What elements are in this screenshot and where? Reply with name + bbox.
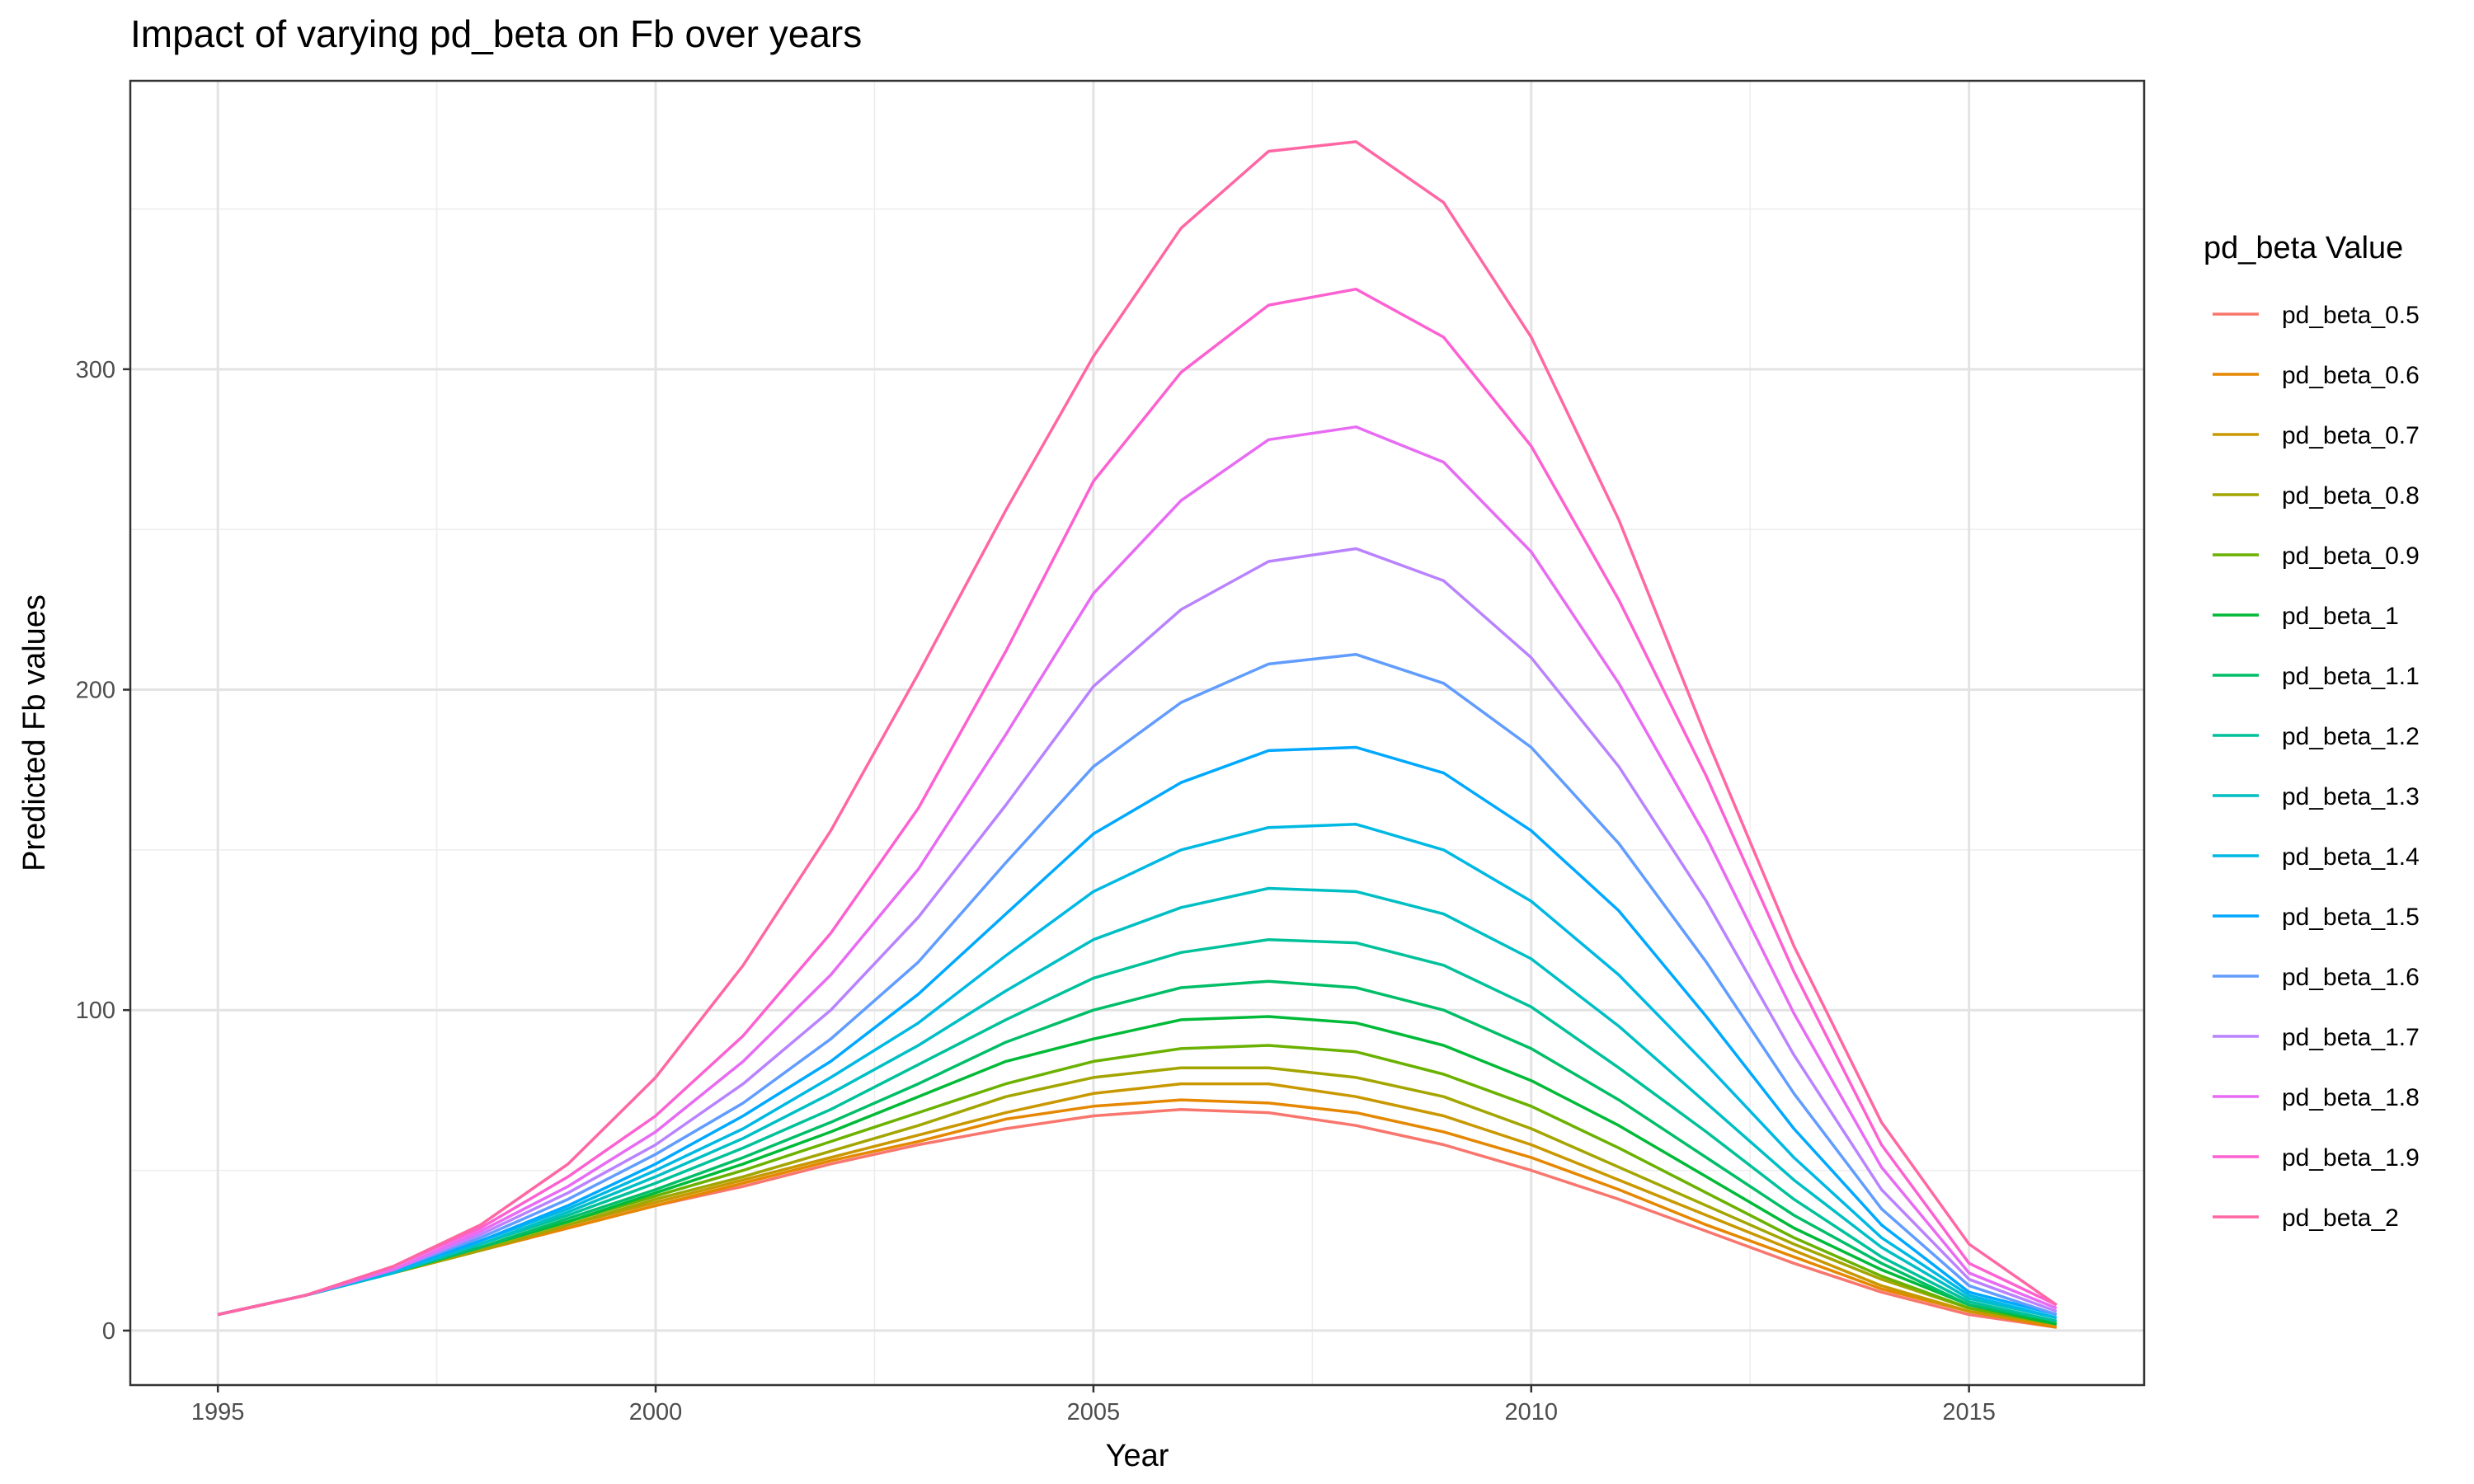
legend-label-pd_beta_1.7: pd_beta_1.7 [2282,1024,2420,1051]
series-lines [217,140,2058,1329]
x-tick-label: 2005 [1067,1399,1121,1425]
minor-gridlines [130,81,2144,1385]
legend-label-pd_beta_0.5: pd_beta_0.5 [2282,302,2420,329]
series-line-pd_beta_1.7 [217,547,2058,1317]
series-line-pd_beta_0.8 [217,1066,2058,1326]
series-line-pd_beta_1.3 [217,886,2058,1320]
series-line-pd_beta_0.6 [217,1098,2058,1329]
legend-label-pd_beta_0.8: pd_beta_0.8 [2282,482,2420,510]
x-tick-label: 2000 [629,1399,683,1425]
y-tick-label: 100 [76,998,115,1024]
y-tick-label: 0 [102,1318,115,1345]
legend-label-pd_beta_1.2: pd_beta_1.2 [2282,723,2420,750]
legend-title: pd_beta Value [2204,231,2403,265]
series-line-pd_beta_1.8 [217,425,2058,1317]
legend-label-pd_beta_1: pd_beta_1 [2282,603,2399,630]
series-line-pd_beta_1.4 [217,823,2058,1320]
legend-label-pd_beta_0.6: pd_beta_0.6 [2282,362,2420,389]
legend-label-pd_beta_1.4: pd_beta_1.4 [2282,843,2420,871]
series-line-pd_beta_1.1 [217,979,2058,1323]
y-axis-title: Predicted Fb values [17,594,52,871]
plot-border [129,79,2146,1387]
legend-label-pd_beta_1.9: pd_beta_1.9 [2282,1144,2420,1172]
legend-label-pd_beta_0.9: pd_beta_0.9 [2282,542,2420,570]
legend-label-pd_beta_2: pd_beta_2 [2282,1205,2399,1232]
y-axis: 0 100 200 300 [76,357,130,1345]
series-line-pd_beta_1.6 [217,653,2058,1317]
chart-title: Impact of varying pd_beta on Fb over yea… [130,12,863,55]
legend: pd_beta_0.5 pd_beta_0.6 pd_beta_0.7 pd_beta… [2213,302,2420,1232]
legend-label-pd_beta_1.8: pd_beta_1.8 [2282,1084,2420,1111]
legend-label-pd_beta_1.3: pd_beta_1.3 [2282,783,2420,810]
series-line-pd_beta_1.9 [217,287,2058,1317]
series-line-pd_beta_1.5 [217,745,2058,1317]
x-axis-title: Year [1106,1439,1169,1473]
legend-label-pd_beta_1.1: pd_beta_1.1 [2282,663,2420,690]
x-tick-label: 2015 [1942,1399,1996,1425]
legend-label-pd_beta_0.7: pd_beta_0.7 [2282,422,2420,449]
x-tick-label: 1995 [191,1399,245,1425]
legend-label-pd_beta_1.5: pd_beta_1.5 [2282,904,2420,931]
series-line-pd_beta_1.2 [217,937,2058,1323]
series-line-pd_beta_2 [217,140,2058,1317]
legend-label-pd_beta_1.6: pd_beta_1.6 [2282,964,2420,991]
x-axis: 1995 2000 2005 2010 2015 [191,1385,1996,1425]
y-tick-label: 300 [76,357,115,383]
y-tick-label: 200 [76,678,115,704]
major-gridlines [130,81,2144,1385]
x-tick-label: 2010 [1505,1399,1559,1425]
series-line-pd_beta_1 [217,1015,2058,1326]
